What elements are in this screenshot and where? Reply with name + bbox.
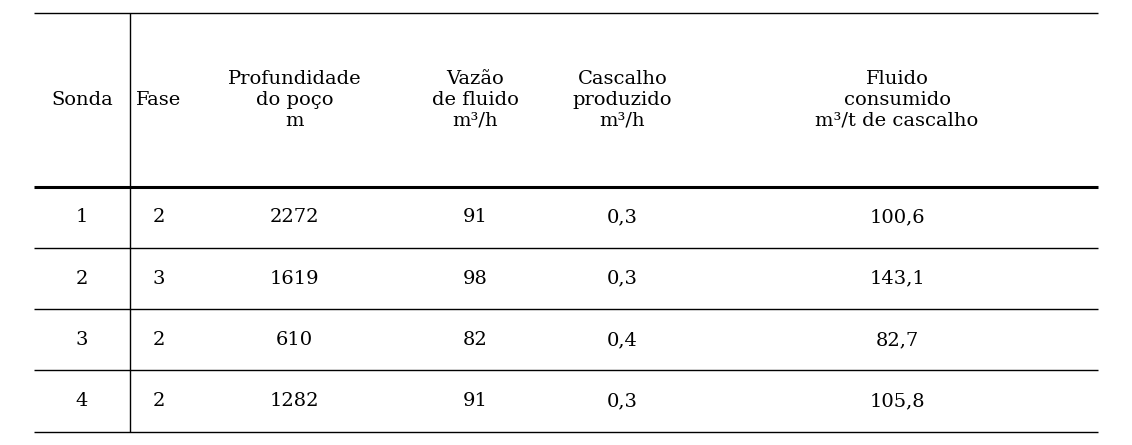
Text: 3: 3 bbox=[76, 331, 88, 349]
Text: 143,1: 143,1 bbox=[869, 270, 925, 287]
Text: 2: 2 bbox=[153, 392, 164, 410]
Text: Sonda: Sonda bbox=[51, 91, 113, 109]
Text: Cascalho
produzido
m³/h: Cascalho produzido m³/h bbox=[573, 70, 672, 130]
Text: 2: 2 bbox=[153, 209, 164, 227]
Text: 100,6: 100,6 bbox=[869, 209, 925, 227]
Text: 610: 610 bbox=[276, 331, 312, 349]
Text: 0,3: 0,3 bbox=[607, 392, 638, 410]
Text: 2272: 2272 bbox=[269, 209, 319, 227]
Text: 91: 91 bbox=[463, 392, 488, 410]
Text: Profundidade
do poço
m: Profundidade do poço m bbox=[228, 70, 361, 130]
Text: Fluido
consumido
m³/t de cascalho: Fluido consumido m³/t de cascalho bbox=[815, 70, 979, 130]
Text: 0,4: 0,4 bbox=[607, 331, 638, 349]
Text: 98: 98 bbox=[463, 270, 488, 287]
Text: 0,3: 0,3 bbox=[607, 209, 638, 227]
Text: 91: 91 bbox=[463, 209, 488, 227]
Text: 3: 3 bbox=[152, 270, 165, 287]
Text: 2: 2 bbox=[153, 331, 164, 349]
Text: 82: 82 bbox=[463, 331, 488, 349]
Text: Fase: Fase bbox=[136, 91, 181, 109]
Text: 82,7: 82,7 bbox=[875, 331, 919, 349]
Text: Vazão
de fluido
m³/h: Vazão de fluido m³/h bbox=[432, 70, 518, 130]
Text: 2: 2 bbox=[76, 270, 88, 287]
Text: 105,8: 105,8 bbox=[869, 392, 925, 410]
Text: 1619: 1619 bbox=[269, 270, 319, 287]
Text: 4: 4 bbox=[76, 392, 88, 410]
Text: 1282: 1282 bbox=[269, 392, 319, 410]
Text: 1: 1 bbox=[76, 209, 88, 227]
Text: 0,3: 0,3 bbox=[607, 270, 638, 287]
